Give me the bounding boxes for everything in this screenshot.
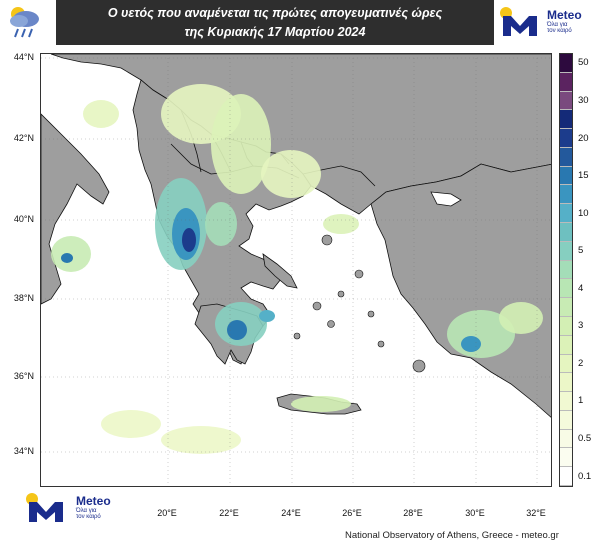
lat-label: 40°N [13, 214, 34, 224]
legend-label: 3 [578, 320, 584, 332]
legend-swatch [560, 316, 572, 336]
lon-label: 24°E [281, 508, 301, 518]
lon-label: 32°E [526, 508, 546, 518]
meteo-logo-bottom[interactable]: Meteo Όλα για τον καιρό [20, 490, 111, 524]
legend-swatch [560, 467, 572, 486]
legend-label: 30 [578, 94, 589, 106]
logo-tagline-1: Όλα για [547, 22, 568, 28]
rain-cloud-icon [10, 7, 39, 38]
logo-tagline-1: Όλα για [76, 508, 97, 514]
lon-label: 22°E [219, 508, 239, 518]
lon-label: 30°E [465, 508, 485, 518]
logo-brand: Meteo [547, 8, 582, 22]
lon-label: 26°E [342, 508, 362, 518]
island [312, 301, 322, 311]
logo-tagline-2: τον καιρό [76, 514, 101, 520]
legend-swatch [560, 54, 572, 73]
legend-swatch [560, 147, 572, 167]
island [367, 310, 375, 318]
title-line-1: Ο υετός που αναμένεται τις πρώτες απογευ… [107, 6, 443, 20]
legend-label: 4 [578, 282, 584, 294]
legend-label: 1 [578, 395, 584, 407]
legend-swatch [560, 91, 572, 111]
precipitation-overlay [51, 84, 543, 454]
land-italy [41, 113, 110, 305]
legend-label: 10 [578, 207, 589, 219]
legend-swatch [560, 260, 572, 280]
logo-tagline-2: τον καιρό [547, 28, 572, 34]
legend-swatch [560, 373, 572, 393]
legend-swatch [560, 410, 572, 430]
lat-label: 34°N [13, 446, 34, 456]
island [293, 332, 301, 340]
island [377, 340, 385, 348]
legend-swatch [560, 185, 572, 205]
lat-label: 38°N [13, 293, 34, 303]
legend-colorbar [559, 53, 573, 487]
legend-swatch [560, 429, 572, 449]
lat-label: 42°N [13, 133, 34, 143]
legend-swatch [560, 223, 572, 242]
meteo-logo-top[interactable]: Meteo Όλα για τον καιρό [497, 4, 582, 38]
legend-swatch [560, 392, 572, 411]
page-title: Ο υετός που αναμένεται τις πρώτες απογευ… [56, 0, 494, 45]
credit-text: National Observatory of Athens, Greece -… [345, 530, 559, 541]
island [321, 234, 333, 246]
lon-label: 20°E [157, 508, 177, 518]
legend-swatch [560, 241, 572, 261]
island [327, 320, 335, 328]
legend-swatch [560, 354, 572, 374]
legend-swatch [560, 72, 572, 92]
meteo-m-logo-icon [26, 493, 63, 522]
legend-swatch [560, 298, 572, 317]
island [354, 269, 364, 279]
legend-swatch [560, 166, 572, 186]
legend-label: 5 [578, 245, 584, 257]
legend-label: 2 [578, 357, 584, 369]
legend-swatch [560, 129, 572, 148]
legend-label: 0.5 [578, 433, 592, 445]
lat-label: 44°N [13, 52, 34, 62]
legend-swatch [560, 204, 572, 224]
legend-swatch [560, 110, 572, 130]
legend-swatch [560, 448, 572, 468]
sea-marmara [430, 191, 462, 207]
gridlines [41, 54, 551, 486]
legend-label: 15 [578, 170, 589, 182]
legend-label: 0.1 [578, 470, 592, 482]
map-canvas [41, 54, 551, 486]
header: Ο υετός που αναμένεται τις πρώτες απογευ… [0, 0, 603, 45]
legend-label: 20 [578, 132, 589, 144]
legend-label: 50 [578, 57, 589, 69]
island [337, 290, 345, 298]
lon-label: 28°E [403, 508, 423, 518]
legend-swatch [560, 279, 572, 299]
island [412, 359, 426, 373]
legend-swatch [560, 335, 572, 355]
title-line-2: της Κυριακής 17 Μαρτίου 2024 [184, 25, 366, 39]
land-turkey [370, 163, 551, 418]
lat-label: 36°N [13, 371, 34, 381]
precipitation-map [40, 53, 552, 487]
logo-brand: Meteo [76, 494, 111, 508]
meteo-m-logo-icon [500, 7, 537, 36]
